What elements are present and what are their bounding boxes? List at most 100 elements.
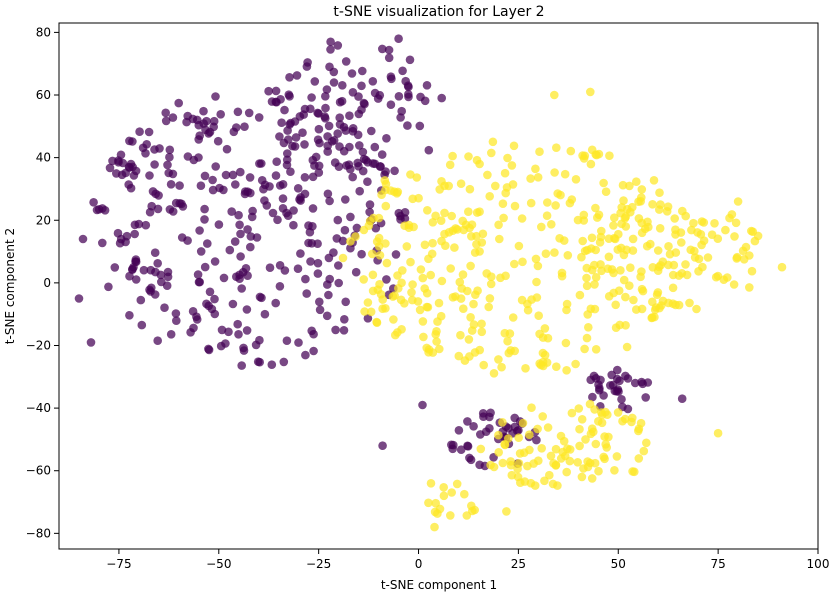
data-point-yellow <box>525 430 534 440</box>
data-point-purple <box>378 441 387 451</box>
data-point-purple <box>391 250 401 259</box>
data-point-yellow <box>436 216 446 225</box>
data-point-purple <box>418 400 427 410</box>
data-point-yellow <box>523 461 532 471</box>
data-point-purple <box>454 426 464 435</box>
data-point-yellow <box>500 168 510 178</box>
data-point-purple <box>368 159 378 168</box>
data-point-purple <box>607 370 616 380</box>
data-point-purple <box>252 233 262 242</box>
data-point-yellow <box>552 143 561 152</box>
data-point-purple <box>273 215 282 225</box>
data-point-purple <box>165 145 175 155</box>
data-point-yellow <box>650 312 659 322</box>
data-point-purple <box>245 173 255 182</box>
data-point-yellow <box>478 229 488 239</box>
data-point-yellow <box>591 245 600 255</box>
data-point-purple <box>275 282 285 291</box>
data-point-purple <box>365 200 375 209</box>
data-point-purple <box>310 161 319 170</box>
data-point-purple <box>237 361 246 370</box>
data-point-yellow <box>559 236 569 245</box>
data-point-purple <box>289 206 298 215</box>
data-point-yellow <box>523 305 533 315</box>
data-point-purple <box>202 116 211 126</box>
data-point-purple <box>147 201 156 211</box>
data-point-yellow <box>613 408 623 417</box>
data-point-purple <box>125 136 134 146</box>
data-point-yellow <box>510 259 519 269</box>
data-point-yellow <box>439 491 449 501</box>
data-point-yellow <box>616 266 625 275</box>
data-point-yellow <box>514 433 523 443</box>
data-point-purple <box>278 204 288 213</box>
data-point-purple <box>243 225 252 234</box>
data-point-yellow <box>611 300 620 310</box>
data-point-purple <box>465 453 474 463</box>
data-point-yellow <box>504 434 513 443</box>
data-point-yellow <box>565 456 575 466</box>
data-point-yellow <box>533 261 543 271</box>
data-point-yellow <box>593 213 602 222</box>
data-point-yellow <box>636 197 645 206</box>
data-point-yellow <box>525 445 534 455</box>
y-tick-label: 0 <box>43 276 51 290</box>
data-point-purple <box>294 338 303 347</box>
data-point-purple <box>211 162 220 171</box>
data-point-yellow <box>475 207 484 216</box>
data-point-yellow <box>437 236 446 246</box>
data-point-purple <box>165 152 174 162</box>
data-point-yellow <box>404 223 414 232</box>
data-point-yellow <box>466 261 475 271</box>
points-layer <box>74 34 787 532</box>
data-point-yellow <box>713 428 723 438</box>
data-point-purple <box>196 247 206 256</box>
data-point-yellow <box>545 470 554 480</box>
data-point-purple <box>283 149 292 158</box>
y-tick-label: −20 <box>26 338 51 352</box>
data-point-yellow <box>594 149 604 159</box>
data-point-yellow <box>551 444 561 454</box>
data-point-yellow <box>550 90 559 100</box>
data-point-yellow <box>463 286 472 296</box>
data-point-yellow <box>577 252 586 262</box>
data-point-yellow <box>671 300 680 310</box>
data-point-yellow <box>422 302 432 312</box>
data-point-purple <box>145 171 154 180</box>
data-point-yellow <box>604 252 614 262</box>
data-point-yellow <box>466 313 475 322</box>
data-point-yellow <box>534 311 543 321</box>
data-point-purple <box>384 45 394 55</box>
data-point-yellow <box>632 177 641 186</box>
data-point-purple <box>398 66 407 76</box>
data-point-purple <box>271 298 281 308</box>
data-point-purple <box>151 267 160 277</box>
data-point-purple <box>104 282 113 292</box>
data-point-purple <box>89 198 98 207</box>
data-point-purple <box>260 309 270 319</box>
data-point-purple <box>279 138 289 148</box>
data-point-yellow <box>448 293 458 302</box>
data-point-yellow <box>590 458 600 468</box>
data-point-purple <box>128 264 137 274</box>
data-point-purple <box>396 113 405 122</box>
data-point-yellow <box>494 430 503 440</box>
data-point-yellow <box>465 184 475 194</box>
data-point-purple <box>195 277 204 287</box>
data-point-yellow <box>440 181 449 191</box>
data-point-purple <box>163 160 172 170</box>
data-point-yellow <box>571 175 581 184</box>
data-point-yellow <box>532 277 541 287</box>
data-point-purple <box>348 172 358 182</box>
data-point-purple <box>200 262 210 272</box>
data-point-yellow <box>459 304 468 314</box>
data-point-yellow <box>619 250 629 260</box>
data-point-purple <box>331 325 340 335</box>
data-point-purple <box>271 86 281 96</box>
data-point-yellow <box>738 246 748 256</box>
data-point-yellow <box>422 288 432 298</box>
data-point-purple <box>329 78 339 87</box>
data-point-yellow <box>601 187 611 196</box>
data-point-purple <box>371 223 381 233</box>
data-point-yellow <box>628 234 638 244</box>
